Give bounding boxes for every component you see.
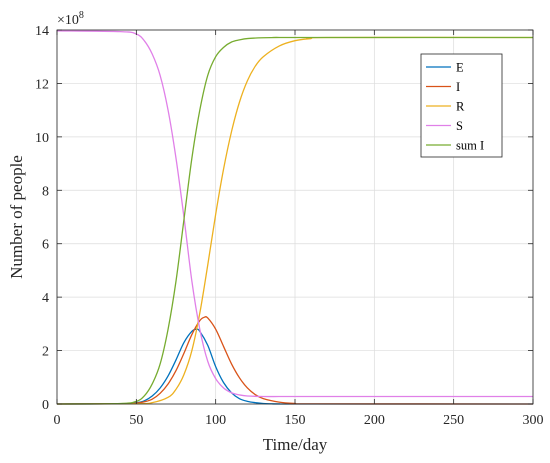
series-lines (56, 30, 534, 405)
x-axis-label: Time/day (263, 435, 328, 454)
y-multiplier-exponent: 8 (79, 10, 84, 21)
y-tick-label: 2 (42, 345, 49, 360)
x-tick-label: 200 (364, 413, 385, 428)
series-line-2 (56, 36, 534, 405)
x-tick-label: 300 (523, 413, 544, 428)
legend-label: sum I (456, 139, 484, 153)
legend-label: E (456, 61, 464, 75)
y-multiplier-base: ×10 (57, 13, 79, 28)
x-tick-label: 250 (443, 413, 464, 428)
legend-label: I (456, 80, 460, 94)
x-tick-label: 100 (205, 413, 226, 428)
x-tick-label: 50 (129, 413, 143, 428)
y-tick-label: 10 (35, 131, 49, 146)
series-line-3 (56, 30, 533, 398)
y-tick-label: 4 (42, 291, 49, 306)
x-tick-label: 0 (54, 413, 61, 428)
legend-label: R (456, 100, 465, 114)
series-line-0 (56, 328, 534, 405)
legend-label: S (456, 119, 463, 133)
y-tick-labels: 0 2 4 6 8 10 12 14 (35, 24, 49, 413)
y-tick-label: 0 (42, 398, 49, 413)
y-axis-label: Number of people (7, 155, 26, 279)
series-line-4 (56, 36, 533, 405)
ticks (56, 29, 534, 405)
x-tick-label: 150 (285, 413, 306, 428)
x-tick-labels: 0 50 100 150 200 250 300 (54, 413, 544, 428)
y-tick-label: 14 (35, 24, 49, 39)
y-multiplier: ×108 (57, 10, 84, 28)
y-tick-label: 6 (42, 238, 49, 253)
y-tick-label: 12 (35, 77, 49, 92)
y-tick-label: 8 (42, 184, 49, 199)
series-line-1 (56, 316, 534, 405)
